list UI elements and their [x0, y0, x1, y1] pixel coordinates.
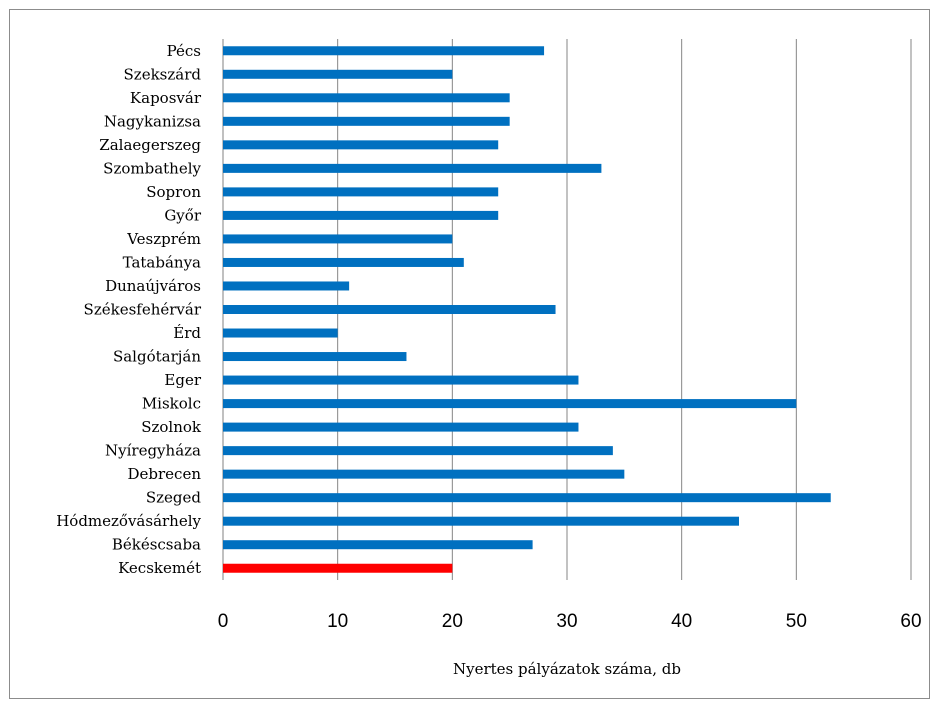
x-tick-label: 30: [556, 611, 577, 632]
x-tick-label: 50: [786, 611, 807, 632]
category-label: Veszprém: [126, 230, 201, 248]
category-labels: Pécs Szekszárd Kaposvár Nagykanizsa Zalaeger…: [56, 42, 202, 577]
bar: [223, 281, 350, 291]
x-tick-label: 20: [442, 611, 463, 632]
category-label: Dunaújváros: [105, 277, 201, 295]
category-label: Szeged: [146, 489, 202, 507]
x-tick-label: 60: [900, 611, 921, 632]
bar: [223, 375, 579, 385]
category-label: Pécs: [167, 42, 201, 60]
category-label: Kaposvár: [130, 89, 202, 107]
category-label: Érd: [173, 324, 201, 342]
x-axis-label: Nyertes pályázatok száma, db: [453, 660, 681, 678]
bars: [223, 46, 831, 573]
bar: [223, 163, 602, 173]
category-label: Miskolc: [142, 395, 201, 413]
bar: [223, 305, 556, 314]
bar: [223, 422, 579, 432]
x-tick-label: 0: [218, 611, 229, 632]
category-label: Békéscsaba: [112, 536, 201, 554]
bar: [223, 516, 739, 526]
gridlines: [222, 39, 912, 580]
category-label: Sopron: [146, 183, 201, 201]
x-tick-labels: 0 10 20 30 40 50 60: [218, 611, 922, 632]
bar: [223, 446, 613, 456]
category-label: Zalaegerszeg: [99, 136, 201, 154]
category-label: Nagykanizsa: [104, 112, 201, 130]
category-label: Hódmezővásárhely: [56, 512, 201, 530]
bar: [223, 328, 338, 338]
category-label: Székesfehérvár: [84, 301, 202, 319]
bar: [223, 116, 510, 126]
category-label: Győr: [164, 206, 201, 224]
category-label: Nyíregyháza: [105, 442, 201, 460]
bar: [223, 352, 407, 362]
category-label: Szekszárd: [124, 65, 202, 83]
bar: [223, 469, 625, 479]
category-label: Debrecen: [128, 465, 202, 483]
bar: [223, 540, 533, 550]
category-label: Kecskemét: [118, 559, 201, 577]
x-tick-label: 10: [327, 611, 348, 632]
bar: [223, 563, 453, 573]
bar: [223, 493, 831, 503]
bar: [223, 257, 464, 267]
bar: [223, 46, 545, 56]
bar: [223, 210, 499, 220]
category-label: Szolnok: [141, 418, 202, 436]
category-label: Salgótarján: [113, 348, 201, 366]
category-label: Tatabánya: [123, 253, 201, 271]
bar: [223, 140, 499, 150]
x-tick-label: 40: [671, 611, 692, 632]
bar: [223, 93, 510, 103]
bar: [223, 69, 453, 79]
category-label: Eger: [164, 371, 201, 389]
bar: [223, 399, 797, 409]
category-label: Szombathely: [103, 159, 201, 177]
bar: [223, 187, 499, 197]
bar: [223, 234, 453, 244]
